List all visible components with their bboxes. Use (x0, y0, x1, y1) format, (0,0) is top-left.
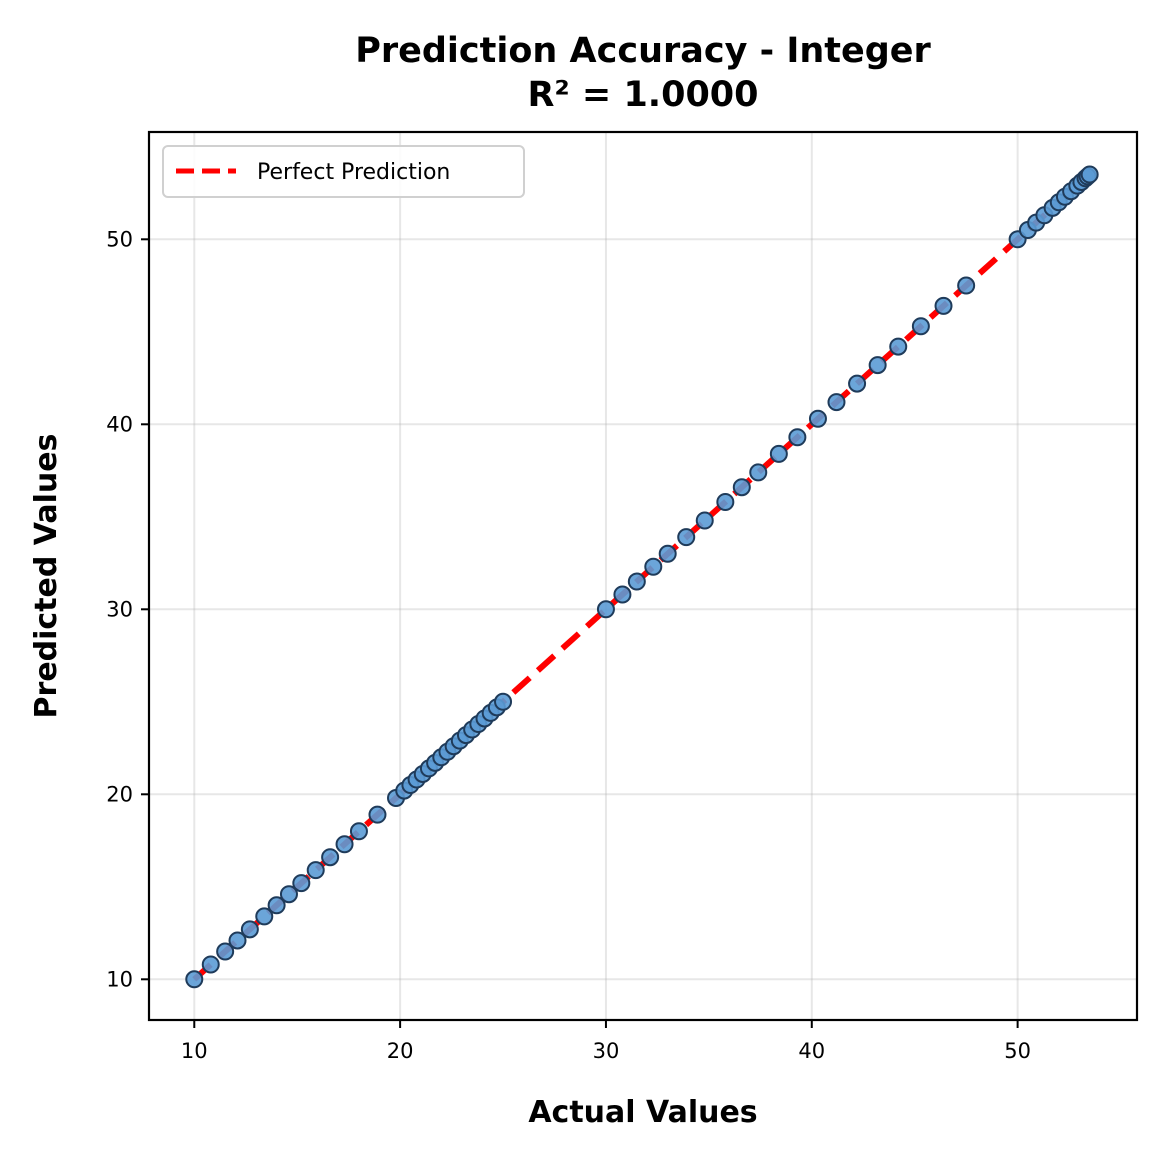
data-point (749, 463, 768, 482)
data-point (627, 572, 646, 591)
data-point (911, 317, 930, 336)
data-point (321, 848, 340, 867)
data-point (255, 907, 274, 926)
x-tick-label: 30 (593, 1039, 620, 1063)
data-point (494, 692, 513, 711)
y-tick-label: 20 (106, 782, 133, 806)
x-tick-label: 20 (387, 1039, 414, 1063)
data-point (732, 478, 751, 497)
y-tick-label: 10 (106, 967, 133, 991)
y-axis-ticks: 10 20 30 40 50 (106, 227, 149, 991)
chart-title: Prediction Accuracy - Integer (355, 31, 931, 71)
data-point (306, 861, 325, 880)
data-point (889, 337, 908, 356)
data-point (957, 276, 976, 295)
chart-subtitle: R² = 1.0000 (527, 75, 758, 115)
x-axis-label: Actual Values (528, 1095, 757, 1130)
legend-box (162, 145, 525, 198)
data-point (335, 835, 354, 854)
data-point (677, 528, 696, 547)
data-point (644, 557, 663, 576)
data-point (228, 931, 247, 950)
data-point (769, 444, 788, 463)
data-point (808, 409, 827, 428)
x-axis-ticks: 10 20 30 40 50 (181, 1020, 1031, 1063)
legend: Perfect Prediction (162, 145, 525, 198)
data-point (368, 805, 387, 824)
data-point (716, 493, 735, 511)
data-point (934, 296, 953, 315)
plot-area-frame (147, 130, 1139, 1022)
legend-label-perfect-prediction: Perfect Prediction (257, 160, 450, 185)
data-point (658, 544, 677, 563)
x-tick-label: 40 (798, 1039, 825, 1063)
data-point (827, 393, 846, 412)
x-tick-label: 50 (1004, 1039, 1031, 1063)
data-point (349, 822, 368, 841)
data-point (1080, 165, 1099, 184)
data-point (292, 874, 311, 893)
data-point (216, 942, 235, 961)
data-point (240, 920, 259, 939)
data-point (868, 356, 887, 375)
grid-lines (149, 132, 1137, 1020)
data-point (613, 585, 632, 604)
data-points (185, 165, 1099, 989)
data-point (848, 374, 867, 393)
y-tick-label: 30 (106, 597, 133, 621)
data-point (788, 428, 807, 447)
data-point (279, 885, 298, 904)
data-point (695, 511, 714, 530)
data-point (201, 955, 220, 974)
y-tick-label: 40 (106, 412, 133, 436)
x-tick-label: 10 (181, 1039, 208, 1063)
y-axis-label: Predicted Values (29, 434, 64, 719)
data-point (185, 970, 204, 989)
y-tick-label: 50 (106, 227, 133, 251)
data-point (267, 896, 286, 915)
data-point (596, 600, 615, 619)
